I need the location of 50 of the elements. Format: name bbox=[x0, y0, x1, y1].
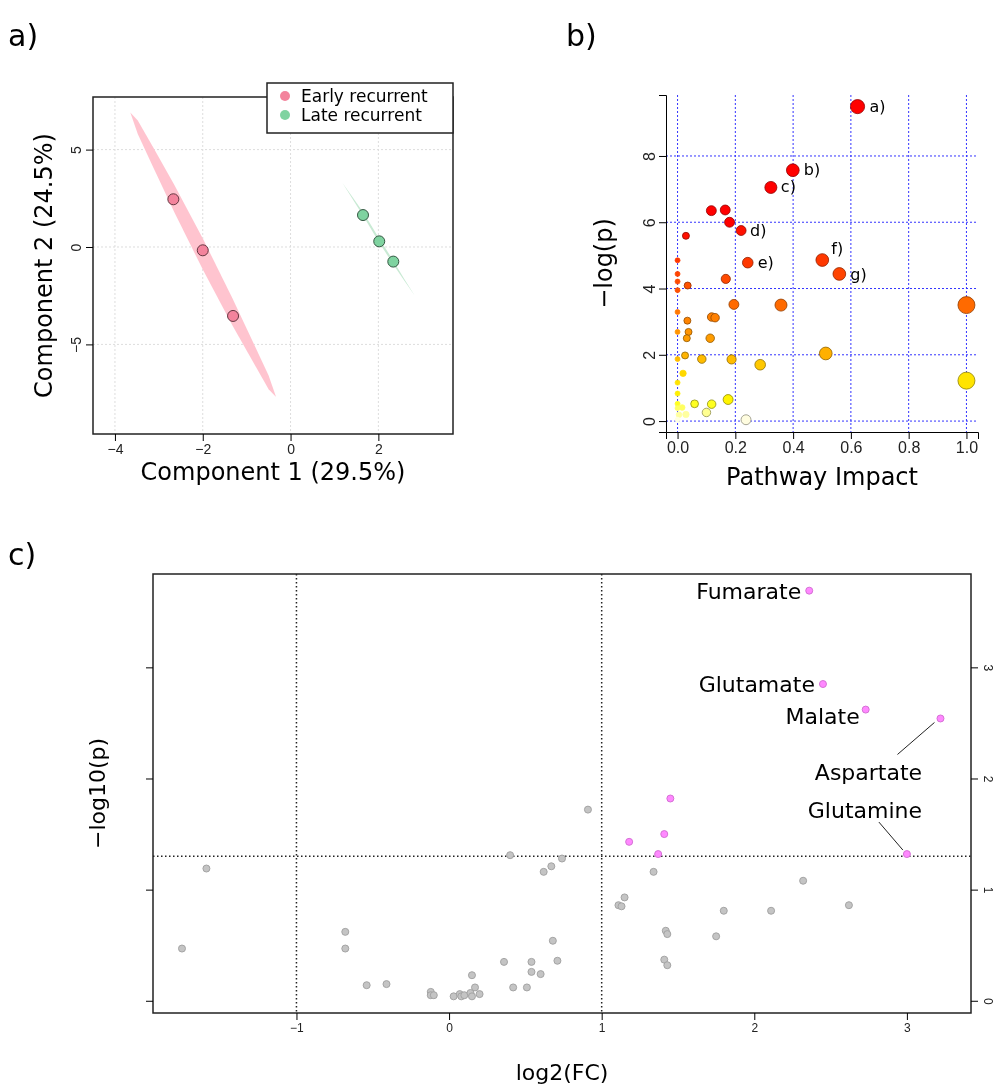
x-tick-label: 0 bbox=[287, 440, 296, 457]
x-axis-title: Pathway Impact bbox=[726, 463, 918, 491]
annotation: Glutamate bbox=[698, 672, 815, 698]
x-tick-label: 0 bbox=[446, 1020, 454, 1035]
annotation: Fumarate bbox=[696, 578, 802, 604]
y-axis-title: −log(p) bbox=[590, 218, 618, 309]
annotation: d) bbox=[750, 220, 767, 240]
x-tick-label: −4 bbox=[107, 440, 124, 457]
x-tick-label: 0.4 bbox=[782, 439, 805, 457]
y-tick-label: 4 bbox=[640, 284, 658, 294]
y-tick-label: 8 bbox=[640, 151, 658, 161]
annotation: a) bbox=[869, 96, 886, 116]
annotation: f) bbox=[831, 239, 844, 259]
chart-title: b) bbox=[566, 18, 597, 53]
x-axis-title: log2(FC) bbox=[515, 1060, 609, 1085]
x-tick-label: 2 bbox=[374, 440, 383, 457]
y-tick-label: 2 bbox=[980, 775, 995, 783]
x-tick-label: 1 bbox=[598, 1020, 606, 1035]
y-tick-label: 1 bbox=[980, 886, 995, 894]
legend-label: Early recurrent bbox=[301, 86, 429, 106]
annotation: Glutamine bbox=[807, 798, 923, 824]
x-tick-label: 2 bbox=[751, 1020, 759, 1035]
y-tick-label: 2 bbox=[640, 350, 658, 360]
x-axis-title: Component 1 (29.5%) bbox=[140, 458, 406, 486]
chart-title: c) bbox=[8, 537, 37, 572]
annotation: Aspartate bbox=[814, 760, 923, 786]
x-tick-label: 0.6 bbox=[840, 439, 863, 457]
annotation: g) bbox=[850, 264, 867, 284]
x-tick-label: 3 bbox=[904, 1020, 912, 1035]
legend-label: Late recurrent bbox=[301, 105, 423, 125]
annotation: e) bbox=[757, 252, 774, 272]
x-tick-label: 1.0 bbox=[955, 439, 979, 457]
x-tick-label: −2 bbox=[195, 440, 212, 457]
y-tick-label: 6 bbox=[640, 218, 658, 228]
y-tick-label: 3 bbox=[980, 664, 995, 672]
annotation: Malate bbox=[785, 703, 860, 729]
y-tick-label: 0 bbox=[980, 997, 995, 1005]
chart-title: a) bbox=[8, 18, 39, 53]
y-axis-title: Component 2 (24.5%) bbox=[30, 133, 58, 398]
y-tick-label: 0 bbox=[640, 417, 658, 427]
y-tick-label: 0 bbox=[67, 243, 84, 252]
x-tick-label: −1 bbox=[290, 1020, 305, 1035]
x-tick-label: 0.8 bbox=[898, 439, 921, 457]
y-tick-label: −5 bbox=[67, 336, 84, 353]
annotation: b) bbox=[803, 160, 821, 180]
x-tick-label: 0.2 bbox=[724, 439, 748, 457]
y-tick-label: 5 bbox=[67, 145, 84, 154]
x-tick-label: 0.0 bbox=[666, 439, 690, 457]
annotation: c) bbox=[780, 177, 796, 197]
y-axis-title: −log10(p) bbox=[85, 737, 110, 850]
